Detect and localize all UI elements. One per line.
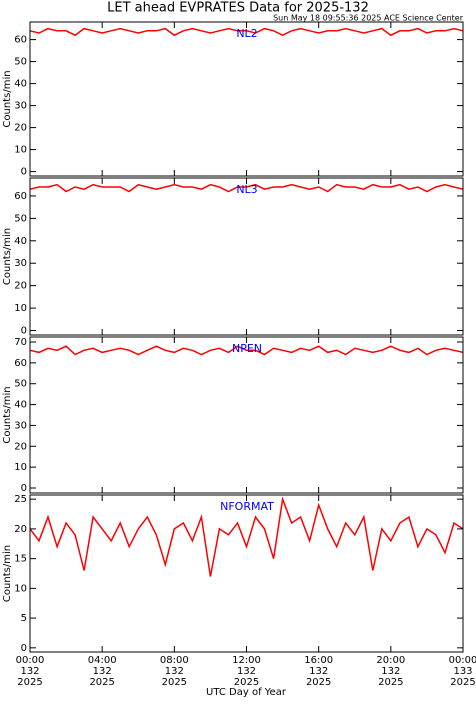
y-tick-label: 20 (14, 524, 27, 535)
plot-frame (29, 336, 464, 494)
x-tick-day: 132 (309, 666, 328, 677)
y-tick-label: 60 (14, 358, 27, 369)
x-tick-day: 132 (20, 666, 39, 677)
data-line (29, 27, 464, 37)
x-tick-label: 00:00 (449, 655, 476, 666)
y-tick-label: 20 (14, 123, 27, 134)
y-tick-label: 50 (14, 57, 27, 68)
y-axis-label: Counts/min (2, 386, 13, 443)
y-tick-label: 0 (21, 167, 27, 178)
y-tick-label: 60 (14, 191, 27, 202)
y-tick-label: 10 (14, 462, 27, 473)
y-tick-label: 20 (14, 441, 27, 452)
y-tick-label: 30 (14, 101, 27, 112)
y-tick-label: 15 (14, 554, 27, 565)
plot-frame (29, 177, 464, 336)
x-tick-day: 132 (237, 666, 256, 677)
x-tick-label: 00:00 (16, 655, 45, 666)
y-tick-label: 60 (14, 35, 27, 46)
plot-frame (29, 21, 464, 177)
data-line (29, 496, 464, 577)
x-tick-label: 16:00 (304, 655, 333, 666)
x-tick-year: 2025 (234, 677, 259, 688)
panel-label: NL2 (236, 27, 257, 40)
y-tick-label: 0 (21, 643, 27, 654)
x-tick-year: 2025 (378, 677, 403, 688)
x-tick-year: 2025 (17, 677, 42, 688)
y-tick-label: 10 (14, 145, 27, 156)
x-tick-label: 12:00 (232, 655, 261, 666)
x-axis-label: UTC Day of Year (206, 687, 287, 698)
x-tick-year: 2025 (89, 677, 114, 688)
y-tick-label: 40 (14, 236, 27, 247)
panel-label: NL3 (236, 183, 257, 196)
x-tick-day: 132 (165, 666, 184, 677)
y-tick-label: 40 (14, 400, 27, 411)
panel-label: NPEN (232, 342, 262, 355)
data-line (29, 183, 464, 193)
y-tick-label: 0 (21, 326, 27, 337)
x-tick-year: 2025 (450, 677, 475, 688)
y-tick-label: 50 (14, 379, 27, 390)
x-tick-label: 20:00 (376, 655, 405, 666)
x-tick-day: 133 (453, 666, 472, 677)
x-tick-day: 132 (93, 666, 112, 677)
x-tick-label: 04:00 (88, 655, 117, 666)
y-tick-label: 40 (14, 79, 27, 90)
chart-title: LET ahead EVPRATES Data for 2025-132 (107, 1, 369, 16)
y-axis-label: Counts/min (2, 228, 13, 285)
x-tick-year: 2025 (306, 677, 331, 688)
y-tick-label: 5 (21, 613, 27, 624)
y-tick-label: 25 (14, 494, 27, 505)
y-tick-label: 10 (14, 303, 27, 314)
data-line (29, 345, 464, 356)
y-axis-label: Counts/min (2, 70, 13, 127)
x-tick-label: 08:00 (160, 655, 189, 666)
y-tick-label: 50 (14, 213, 27, 224)
x-tick-year: 2025 (162, 677, 187, 688)
panel-label: NFORMAT (220, 500, 274, 513)
y-tick-label: 0 (21, 483, 27, 494)
x-tick-day: 132 (381, 666, 400, 677)
y-tick-label: 10 (14, 583, 27, 594)
y-axis-label: Counts/min (2, 545, 13, 602)
y-tick-label: 30 (14, 258, 27, 269)
y-tick-label: 70 (14, 337, 27, 348)
y-tick-label: 20 (14, 281, 27, 292)
subtitle: Sun May 18 09:55:36 2025 ACE Science Cen… (273, 14, 464, 23)
y-tick-label: 30 (14, 420, 27, 431)
